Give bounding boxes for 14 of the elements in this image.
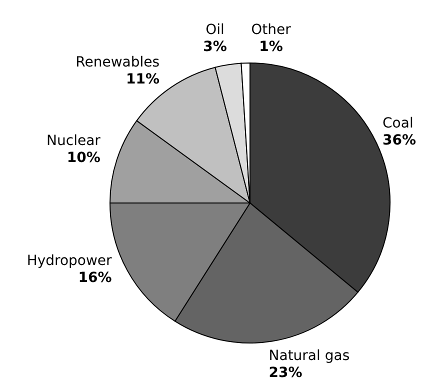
slice-label: Coal: [382, 115, 414, 132]
data-label: 11%: [126, 71, 160, 88]
data-label: 1%: [259, 39, 283, 55]
slice-label: Oil: [206, 22, 224, 38]
slice-label: Renewables: [76, 54, 160, 70]
slice-label: Other: [251, 22, 292, 38]
slice-label: Natural gas: [268, 348, 350, 364]
data-label: 3%: [203, 39, 227, 55]
slice-label: Hydropower: [26, 253, 112, 270]
data-label: 16%: [78, 270, 112, 286]
data-label: 23%: [268, 365, 302, 382]
data-label: 10%: [66, 150, 100, 166]
slice-label: Nuclear: [46, 133, 101, 150]
data-label: 36%: [382, 132, 416, 148]
